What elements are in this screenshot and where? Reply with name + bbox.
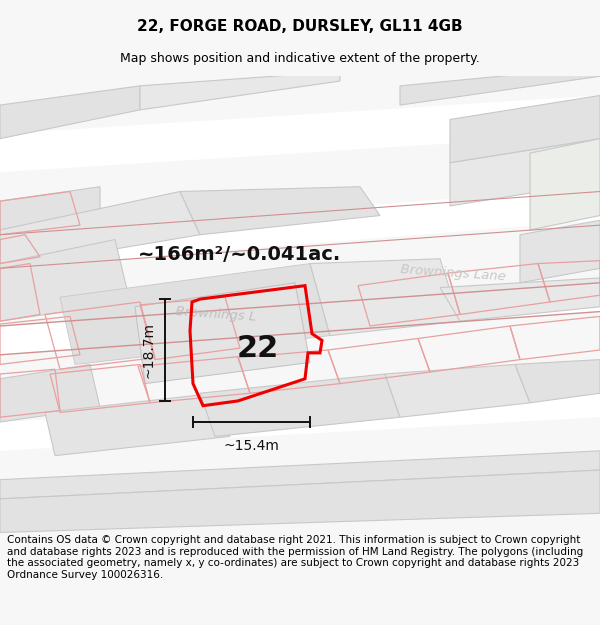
Polygon shape <box>0 191 200 268</box>
Polygon shape <box>60 264 330 364</box>
Polygon shape <box>0 282 600 355</box>
Polygon shape <box>0 451 600 499</box>
Text: ~15.4m: ~15.4m <box>224 439 280 453</box>
Text: 22, FORGE ROAD, DURSLEY, GL11 4GB: 22, FORGE ROAD, DURSLEY, GL11 4GB <box>137 19 463 34</box>
Polygon shape <box>0 86 140 139</box>
Polygon shape <box>530 139 600 230</box>
Polygon shape <box>0 96 600 172</box>
Polygon shape <box>0 239 130 321</box>
Text: Brownings Lane: Brownings Lane <box>400 263 506 283</box>
Text: ~166m²/~0.041ac.: ~166m²/~0.041ac. <box>139 244 341 264</box>
Polygon shape <box>45 393 230 456</box>
Polygon shape <box>0 388 600 451</box>
Polygon shape <box>180 187 380 235</box>
Text: Contains OS data © Crown copyright and database right 2021. This information is : Contains OS data © Crown copyright and d… <box>7 535 583 580</box>
Polygon shape <box>450 139 600 206</box>
Text: Map shows position and indicative extent of the property.: Map shows position and indicative extent… <box>120 52 480 65</box>
Polygon shape <box>0 187 100 230</box>
Polygon shape <box>520 221 600 282</box>
Polygon shape <box>135 282 310 384</box>
Polygon shape <box>310 259 460 336</box>
Polygon shape <box>385 364 530 418</box>
Polygon shape <box>140 71 340 110</box>
Text: Brownings L: Brownings L <box>175 305 257 324</box>
Polygon shape <box>450 96 600 162</box>
Polygon shape <box>440 278 600 321</box>
Text: ~18.7m: ~18.7m <box>142 322 156 378</box>
Polygon shape <box>0 465 600 518</box>
Polygon shape <box>515 359 600 403</box>
Polygon shape <box>0 364 100 422</box>
Polygon shape <box>200 374 400 436</box>
Polygon shape <box>0 470 600 532</box>
Text: 22: 22 <box>237 334 279 362</box>
Polygon shape <box>400 67 600 105</box>
Polygon shape <box>0 187 600 268</box>
